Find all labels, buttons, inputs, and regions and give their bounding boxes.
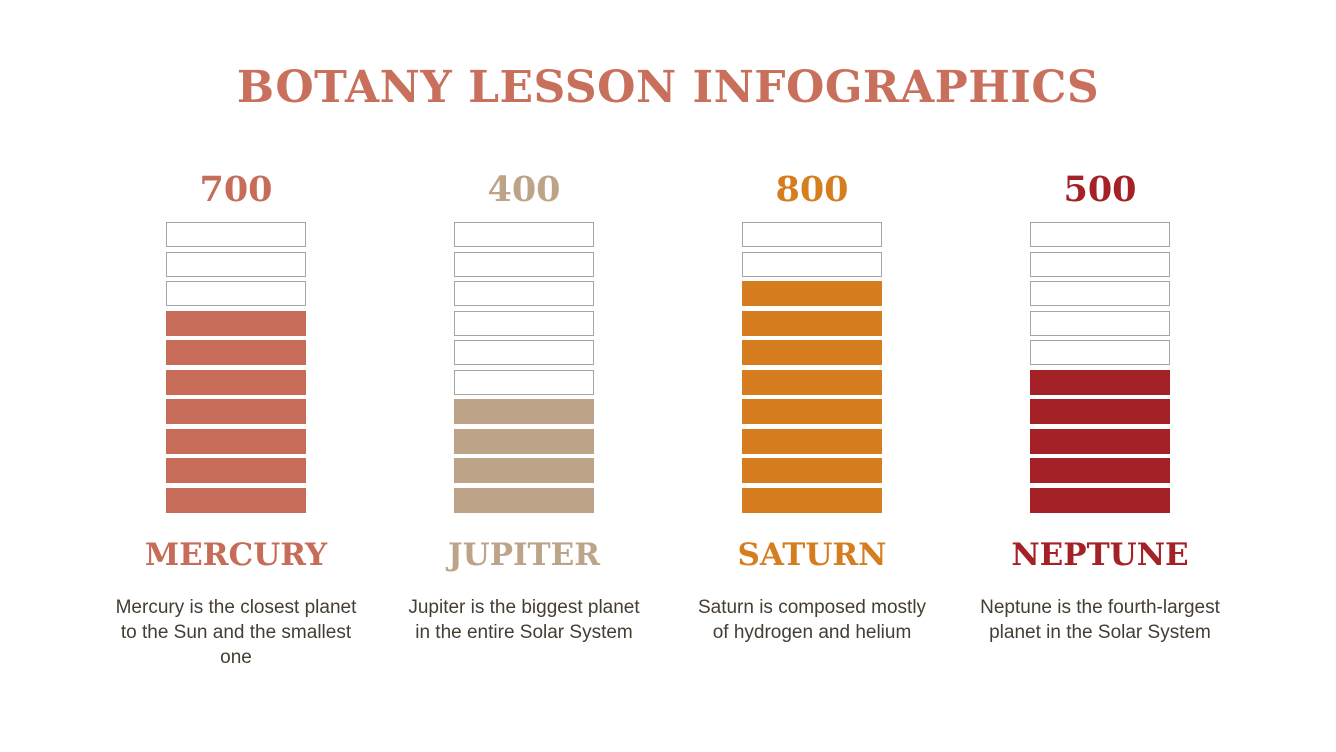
planet-description: Saturn is composed mostly of hydrogen an… xyxy=(697,596,927,643)
bar-segment-empty xyxy=(454,340,594,366)
bar-segment-filled xyxy=(742,369,882,395)
planet-chart-row: 700 MERCURY Mercury is the closest plane… xyxy=(0,170,1336,670)
page-title: BOTANY LESSON INFOGRAPHICS xyxy=(236,62,1100,113)
bar-segment-empty xyxy=(166,222,306,248)
planet-description: Neptune is the fourth-largest planet in … xyxy=(980,596,1220,643)
segment-stack xyxy=(166,222,306,513)
bar-segment-empty xyxy=(454,281,594,307)
bar-segment-empty xyxy=(1030,310,1170,336)
bar-segment-filled xyxy=(166,487,306,513)
bar-segment-filled xyxy=(166,458,306,484)
bar-segment-empty xyxy=(454,369,594,395)
bar-segment-filled xyxy=(454,428,594,454)
planet-name: NEPTUNE xyxy=(1011,536,1189,573)
bar-segment-filled xyxy=(742,310,882,336)
planet-value: 400 xyxy=(487,169,561,211)
planet-name: JUPITER xyxy=(448,536,600,573)
bar-segment-empty xyxy=(742,251,882,277)
bar-segment-empty xyxy=(742,222,882,248)
bar-segment-filled xyxy=(742,340,882,366)
segment-stack xyxy=(454,222,594,513)
planet-value: 800 xyxy=(775,169,849,211)
bar-segment-empty xyxy=(1030,251,1170,277)
bar-segment-filled xyxy=(166,310,306,336)
bar-segment-empty xyxy=(454,310,594,336)
bar-segment-empty xyxy=(454,251,594,277)
planet-column-neptune: 500 NEPTUNE Neptune is the fourth-larges… xyxy=(974,170,1226,670)
planet-name: SATURN xyxy=(737,536,887,573)
planet-column-mercury: 700 MERCURY Mercury is the closest plane… xyxy=(110,170,362,670)
bar-segment-filled xyxy=(454,458,594,484)
bar-segment-filled xyxy=(166,369,306,395)
segment-stack xyxy=(742,222,882,513)
bar-segment-filled xyxy=(1030,487,1170,513)
bar-segment-empty xyxy=(1030,340,1170,366)
bar-segment-empty xyxy=(1030,222,1170,248)
bar-segment-filled xyxy=(1030,369,1170,395)
bar-segment-empty xyxy=(166,251,306,277)
bar-segment-filled xyxy=(1030,428,1170,454)
bar-segment-filled xyxy=(454,487,594,513)
planet-column-saturn: 800 SATURN Saturn is composed mostly of … xyxy=(686,170,938,670)
bar-segment-filled xyxy=(1030,458,1170,484)
bar-segment-filled xyxy=(742,458,882,484)
segment-stack xyxy=(1030,222,1170,513)
planet-description: Mercury is the closest planet to the Sun… xyxy=(115,596,357,668)
bar-segment-filled xyxy=(166,428,306,454)
planet-column-jupiter: 400 JUPITER Jupiter is the biggest plane… xyxy=(398,170,650,670)
bar-segment-filled xyxy=(166,340,306,366)
bar-segment-filled xyxy=(742,428,882,454)
planet-value: 700 xyxy=(199,169,273,211)
bar-segment-empty xyxy=(454,222,594,248)
bar-segment-filled xyxy=(742,399,882,425)
bar-segment-filled xyxy=(742,281,882,307)
bar-segment-filled xyxy=(742,487,882,513)
bar-segment-empty xyxy=(166,281,306,307)
planet-value: 500 xyxy=(1063,169,1137,211)
bar-segment-filled xyxy=(454,399,594,425)
planet-name: MERCURY xyxy=(144,536,328,573)
bar-segment-empty xyxy=(1030,281,1170,307)
bar-segment-filled xyxy=(1030,399,1170,425)
bar-segment-filled xyxy=(166,399,306,425)
planet-description: Jupiter is the biggest planet in the ent… xyxy=(408,596,640,643)
